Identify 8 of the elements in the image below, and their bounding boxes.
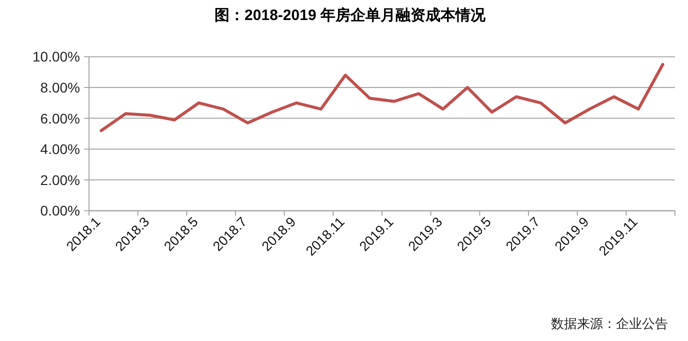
y-tick-label: 10.00% [32,48,80,65]
y-tick-label: 0.00% [40,202,80,219]
source-note: 数据来源：企业公告 [551,316,668,331]
title: 图：2018-2019 年房企单月融资成本情况 [214,7,486,24]
y-tick-label: 4.00% [40,141,80,158]
y-tick-label: 6.00% [40,110,80,126]
y-tick-label: 8.00% [40,80,80,96]
y-tick-label: 2.00% [40,172,80,188]
